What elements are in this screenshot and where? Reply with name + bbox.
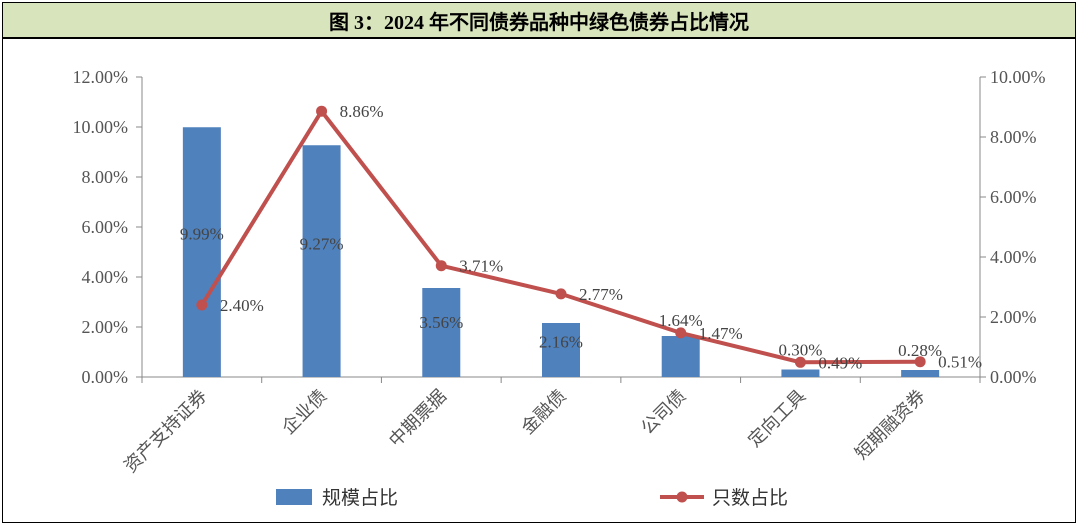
legend-bar-swatch: [276, 489, 312, 505]
bar-data-label: 2.16%: [539, 332, 583, 351]
line-data-label: 0.49%: [818, 353, 862, 372]
line-point: [555, 288, 567, 300]
line-point: [435, 260, 447, 272]
chart-title: 图 3：2024 年不同债券品种中绿色债券占比情况: [329, 11, 749, 34]
bar: [182, 127, 221, 377]
right-tick-label: 4.00%: [990, 247, 1037, 267]
legend-line-label: 只数占比: [712, 487, 788, 509]
line-point: [675, 327, 687, 339]
line-data-label: 0.51%: [938, 353, 982, 372]
x-category-label: 中期票据: [385, 386, 451, 452]
line-point: [794, 356, 806, 368]
title-bar: 图 3：2024 年不同债券品种中绿色债券占比情况: [3, 3, 1075, 39]
bar: [422, 288, 461, 377]
legend-bar-label: 规模占比: [322, 487, 398, 509]
bar-series: [182, 127, 940, 377]
bar-data-label: 9.27%: [300, 235, 344, 254]
bar: [781, 369, 820, 377]
line-point: [914, 356, 926, 368]
bar: [542, 323, 580, 377]
data-labels: 9.99% 9.27% 3.56% 2.16% 1.64% 0.30% 0.28% 2.40%…: [180, 102, 982, 372]
line-point: [196, 299, 208, 311]
line-data-label: 1.47%: [699, 324, 743, 343]
line-point: [316, 105, 328, 117]
left-tick-label: 4.00%: [82, 267, 129, 287]
x-category-label: 金融债: [518, 386, 571, 439]
x-category-label: 公司债: [637, 386, 690, 439]
legend-line-marker: [676, 491, 688, 503]
left-tick-label: 6.00%: [82, 217, 129, 237]
left-tick-label: 12.00%: [73, 67, 129, 87]
bar-data-label: 0.28%: [898, 341, 942, 360]
right-tick-label: 0.00%: [990, 367, 1037, 387]
bar: [661, 336, 700, 377]
left-tick-label: 8.00%: [82, 167, 129, 187]
bar-data-label: 1.64%: [659, 311, 703, 330]
left-tick-label: 10.00%: [73, 117, 129, 137]
right-tick-label: 2.00%: [990, 307, 1037, 327]
legend: 规模占比 只数占比: [276, 487, 788, 509]
right-tick-label: 6.00%: [990, 187, 1037, 207]
bar: [302, 145, 341, 377]
line-data-label: 2.40%: [220, 296, 264, 315]
left-tick-label: 0.00%: [82, 367, 129, 387]
right-tick-label: 8.00%: [990, 127, 1037, 147]
bar-data-label: 0.30%: [778, 341, 822, 360]
x-category-label: 企业债: [278, 386, 331, 439]
bar: [901, 370, 940, 377]
bar-data-label: 9.99%: [180, 225, 224, 244]
x-category-label: 资产支持证券: [120, 386, 211, 477]
line-data-label: 2.77%: [579, 285, 623, 304]
right-tick-label: 10.00%: [990, 67, 1046, 87]
bar-data-label: 3.56%: [419, 313, 463, 332]
x-category-label: 短期融资券: [851, 386, 929, 464]
line-data-label: 3.71%: [459, 257, 503, 276]
left-tick-label: 2.00%: [82, 317, 129, 337]
x-category-label: 定向工具: [744, 386, 810, 452]
line-data-label: 8.86%: [340, 102, 384, 121]
line-series: [196, 105, 926, 368]
